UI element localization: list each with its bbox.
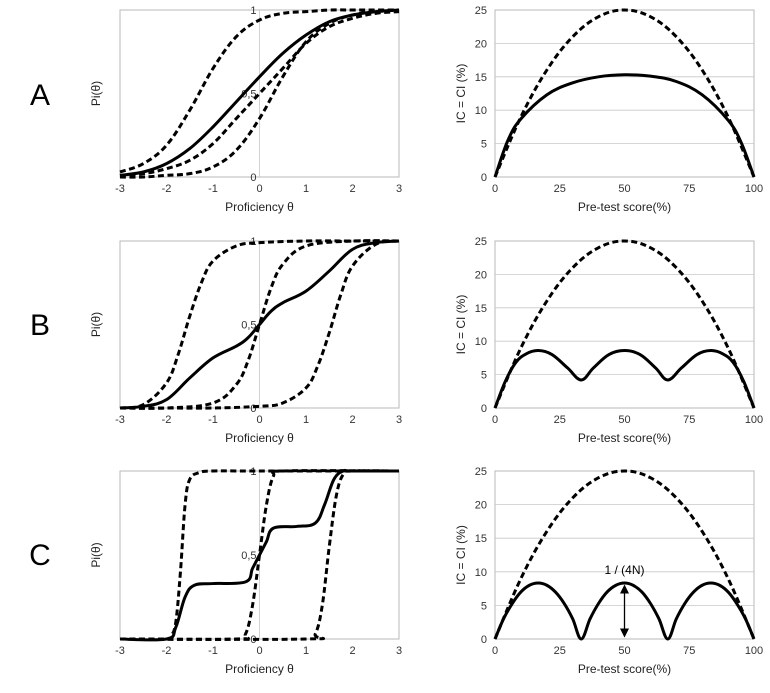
y-tick-label: 10 [475, 567, 487, 579]
series-line-dashed [493, 469, 756, 640]
y-axis-label: Pi(θ) [89, 312, 103, 337]
x-tick-label: 1 [303, 183, 309, 195]
y-tick-label: 0,5 [241, 320, 256, 332]
y-tick-label: 0 [481, 634, 487, 646]
x-tick-label: 50 [618, 183, 630, 195]
x-axis-label: Proficiency θ [225, 200, 294, 214]
y-axis-label: IC = CI (%) [454, 64, 468, 124]
series-line-solid [493, 73, 756, 178]
series-line-solid [119, 8, 400, 177]
x-tick-label: -3 [115, 645, 125, 657]
x-tick-label: -2 [162, 645, 172, 657]
y-tick-label: 5 [481, 139, 487, 151]
y-tick-label: 20 [475, 500, 487, 512]
x-tick-label: 2 [349, 414, 355, 426]
series-line-dashed [119, 239, 400, 410]
x-tick-label: 25 [554, 645, 566, 657]
x-axis-label: Pre-test score(%) [578, 200, 671, 214]
x-tick-label: 0 [492, 183, 498, 195]
series-line-dashed [119, 239, 399, 410]
plot-area [494, 9, 755, 178]
y-tick-label: 25 [475, 236, 487, 248]
x-tick-label: -2 [162, 183, 172, 195]
y-axis-label: Pi(θ) [89, 542, 103, 567]
series-line-dashed [493, 239, 756, 409]
x-tick-label: 75 [683, 183, 695, 195]
series-line-dashed [119, 10, 400, 177]
x-tick-label: 0 [492, 414, 498, 426]
annotation-label: 1 / (4N) [604, 563, 644, 577]
series-line-dashed [119, 8, 399, 174]
y-axis-label: IC = CI (%) [454, 295, 468, 355]
x-tick-label: 25 [554, 183, 566, 195]
x-axis-label: Proficiency θ [225, 431, 294, 445]
y-axis-label: Pi(θ) [89, 81, 103, 106]
x-tick-label: 75 [683, 414, 695, 426]
series-line-solid [119, 468, 399, 642]
x-tick-label: 1 [303, 645, 309, 657]
y-tick-label: 10 [475, 105, 487, 117]
x-tick-label: 0 [256, 645, 262, 657]
x-tick-label: 0 [256, 183, 262, 195]
y-tick-label: 10 [475, 336, 487, 348]
x-tick-label: 3 [396, 414, 402, 426]
x-tick-label: 100 [745, 414, 763, 426]
y-tick-label: 5 [481, 370, 487, 382]
series-line-dashed [120, 239, 400, 410]
y-tick-label: 15 [475, 303, 487, 315]
x-tick-label: 100 [745, 645, 763, 657]
series-line-solid [119, 239, 400, 410]
y-tick-label: 20 [475, 38, 487, 50]
x-tick-label: -1 [208, 414, 218, 426]
x-tick-label: 50 [618, 645, 630, 657]
x-tick-label: 50 [618, 414, 630, 426]
x-tick-label: 3 [396, 183, 402, 195]
x-axis-label: Pre-test score(%) [578, 431, 671, 445]
x-tick-label: -1 [208, 183, 218, 195]
plot-area [494, 240, 755, 409]
y-axis-label: IC = CI (%) [454, 525, 468, 585]
y-tick-label: 15 [475, 72, 487, 84]
x-tick-label: -2 [162, 414, 172, 426]
y-tick-label: 5 [481, 600, 487, 612]
y-tick-label: 0 [250, 403, 256, 415]
x-tick-label: -3 [115, 183, 125, 195]
series-line-solid [493, 349, 756, 409]
chart-a-information: 0 25 50 75 100 0 5 10 15 20 25 Pre-test score(%) IC … [454, 5, 763, 214]
y-tick-label: 0 [481, 172, 487, 184]
y-tick-label: 15 [475, 533, 487, 545]
chart-b-information: 0 25 50 75 100 0 5 10 15 20 25 Pre-test score(%) IC … [454, 236, 763, 445]
x-tick-label: 0 [492, 645, 498, 657]
y-tick-label: 25 [475, 466, 487, 478]
x-tick-label: -1 [208, 645, 218, 657]
y-tick-label: 0,5 [241, 550, 256, 562]
y-tick-label: 20 [475, 269, 487, 281]
x-tick-label: 75 [683, 645, 695, 657]
panel-letter-a: A [30, 79, 50, 112]
panel-letter-b: B [30, 309, 50, 342]
x-tick-label: -3 [115, 414, 125, 426]
series-line-dashed [493, 8, 756, 178]
x-tick-label: 1 [303, 414, 309, 426]
y-tick-label: 1 [250, 5, 256, 17]
x-tick-label: 2 [349, 645, 355, 657]
x-tick-label: 3 [396, 645, 402, 657]
x-tick-label: 2 [349, 183, 355, 195]
x-axis-label: Proficiency θ [225, 662, 294, 676]
panel-letter-c: C [29, 539, 51, 572]
x-axis-label: Pre-test score(%) [578, 662, 671, 676]
x-tick-label: 25 [554, 414, 566, 426]
y-tick-label: 0 [481, 403, 487, 415]
y-tick-label: 25 [475, 5, 487, 17]
y-tick-label: 0 [250, 172, 256, 184]
chart-c-information: 0 25 50 75 100 0 5 10 15 20 25 Pre-test score(%) IC … [454, 466, 763, 676]
x-tick-label: 100 [745, 183, 763, 195]
series-line-solid [493, 581, 756, 641]
x-tick-label: 0 [256, 414, 262, 426]
